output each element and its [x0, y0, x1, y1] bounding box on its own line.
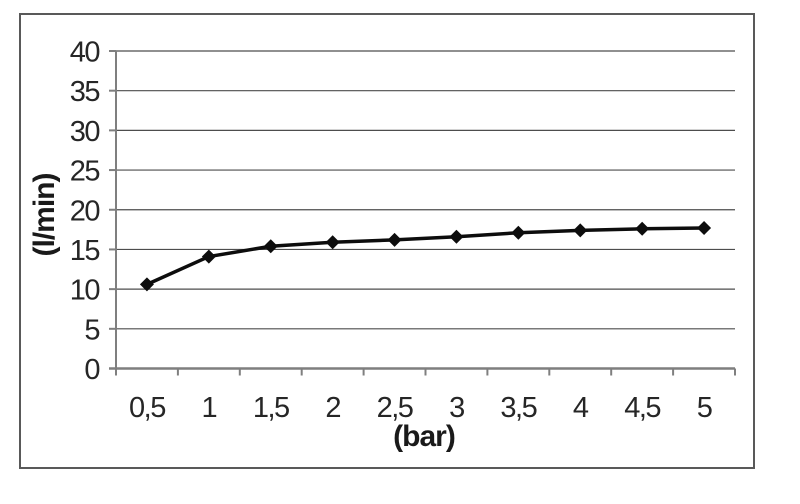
data-point-marker — [449, 229, 464, 244]
y-tick-label: 40 — [70, 37, 100, 69]
data-point-marker — [325, 235, 340, 250]
x-tick-label: 2,5 — [377, 392, 413, 424]
data-point-marker — [387, 232, 402, 247]
y-tick-label: 20 — [70, 195, 100, 227]
y-tick-label: 30 — [70, 116, 100, 148]
data-point-marker — [201, 249, 216, 264]
data-series-line — [145, 226, 706, 287]
data-point-marker — [511, 225, 526, 240]
data-point-marker — [263, 239, 278, 254]
y-axis-title-text: (l/min) — [28, 173, 61, 257]
y-tick-label: 10 — [70, 275, 100, 307]
data-point-marker — [573, 223, 588, 238]
x-tick-label: 3 — [449, 392, 464, 424]
x-tick-label: 1 — [202, 392, 217, 424]
x-tick-label: 4,5 — [624, 392, 660, 424]
y-tick-label: 35 — [70, 76, 100, 108]
data-point-marker — [697, 221, 712, 236]
y-tick-label: 5 — [84, 314, 99, 346]
y-tick-label: 25 — [70, 156, 100, 188]
y-tick-label: 15 — [70, 235, 100, 267]
y-tick-label: 0 — [84, 354, 99, 386]
x-tick-label: 5 — [697, 392, 712, 424]
x-tick-label: 1,5 — [253, 392, 289, 424]
data-point-marker — [635, 221, 650, 236]
x-tick-label: 2 — [325, 392, 340, 424]
x-tick-label: 0,5 — [129, 392, 165, 424]
x-tick-label: 3,5 — [500, 392, 536, 424]
x-tick-label: 4 — [573, 392, 589, 424]
x-axis-title-text: (bar) — [393, 420, 456, 453]
data-point-marker — [139, 277, 154, 292]
